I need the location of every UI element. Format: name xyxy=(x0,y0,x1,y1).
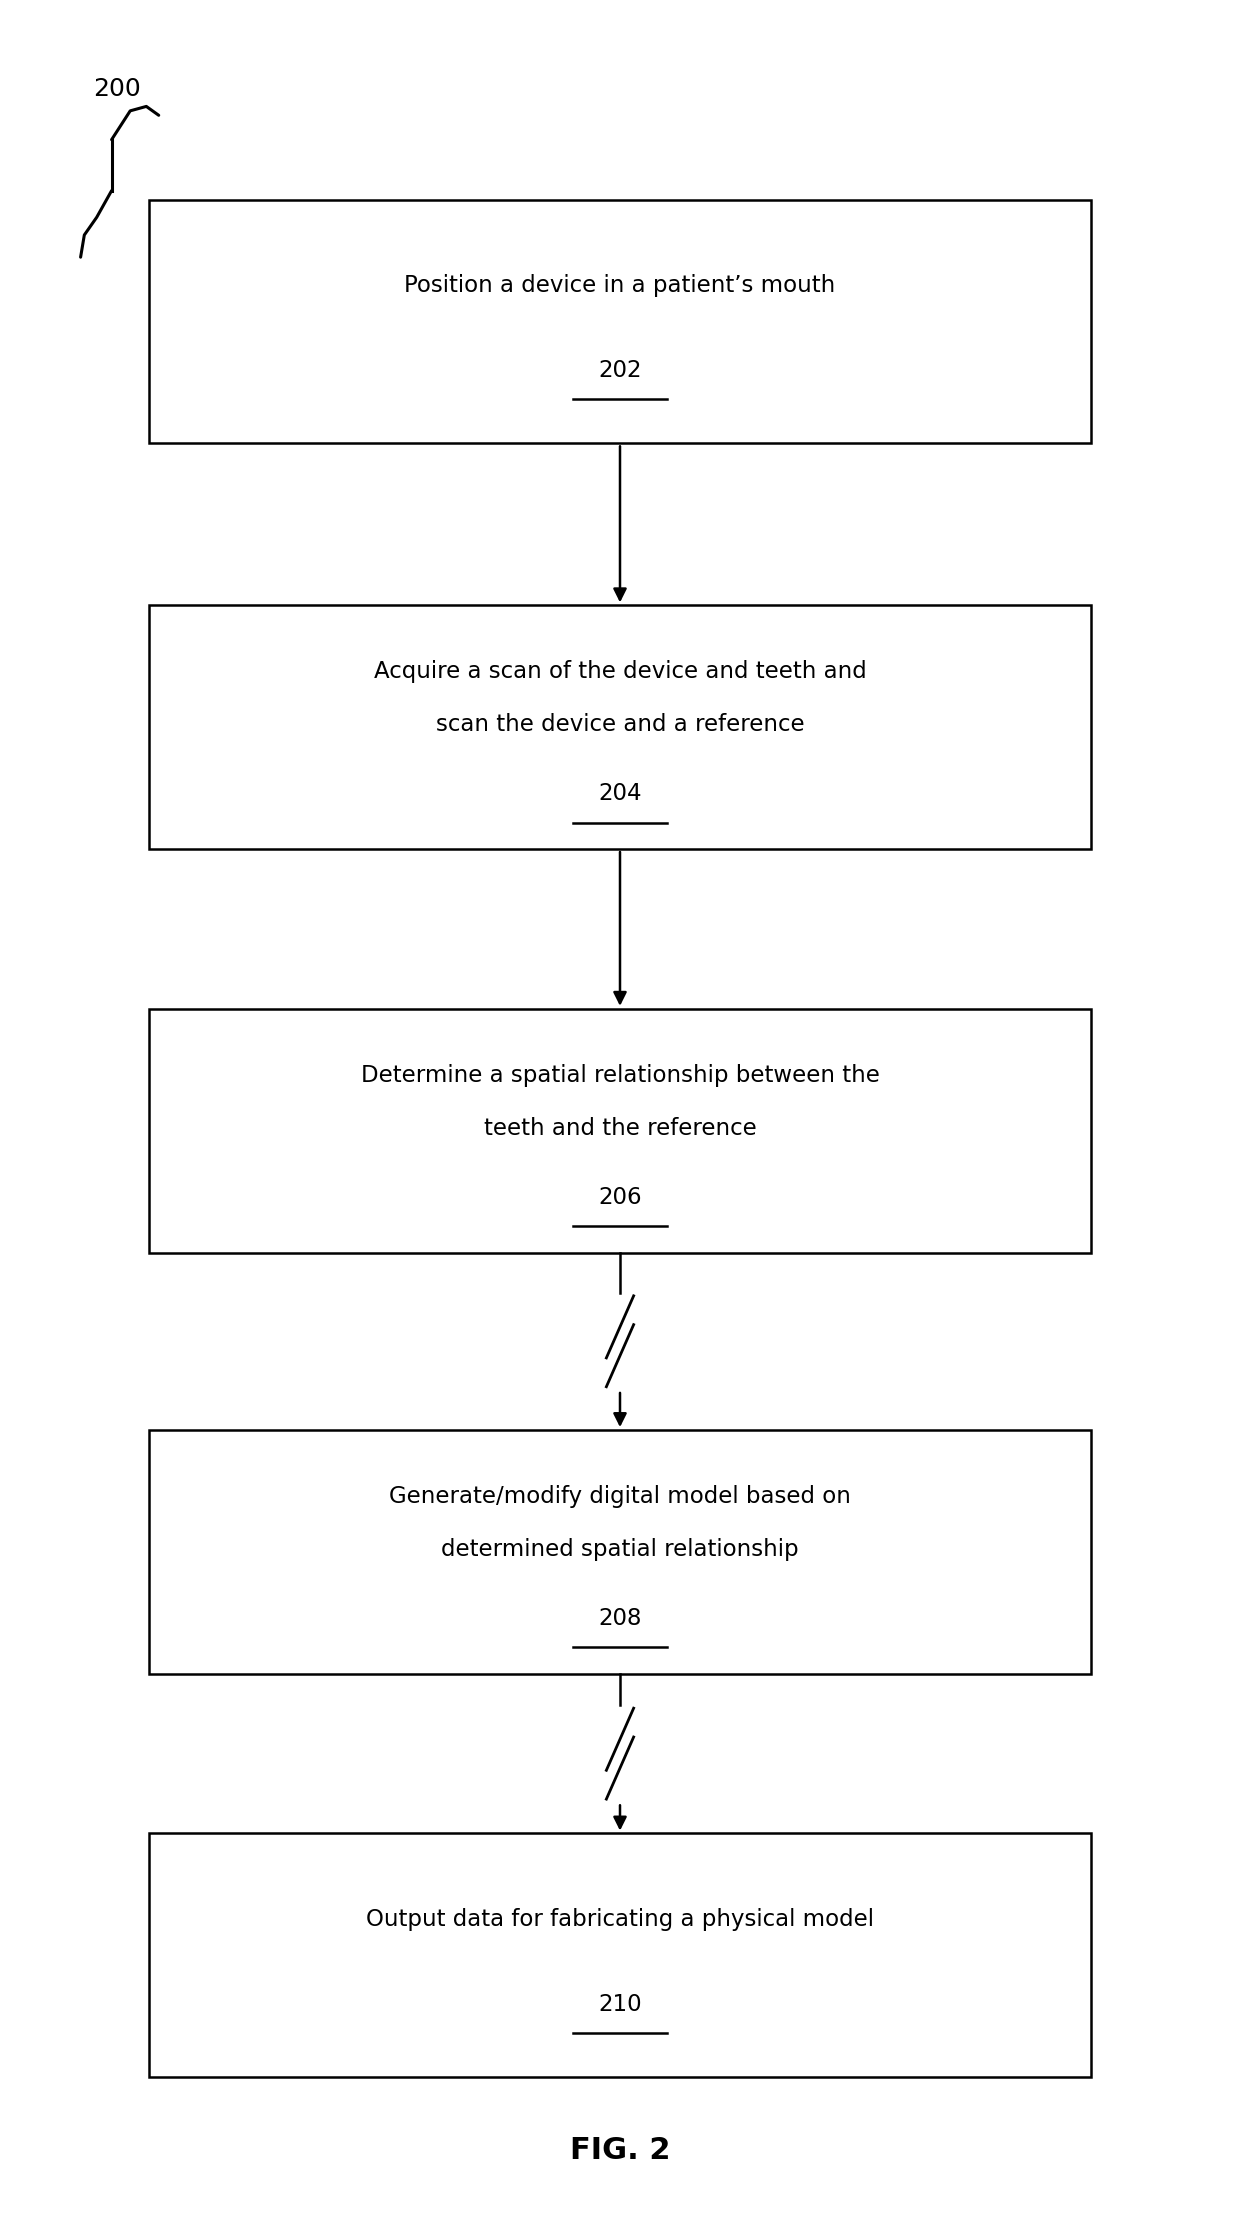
Text: 202: 202 xyxy=(598,359,642,381)
Bar xyxy=(149,1009,1091,1253)
Bar xyxy=(149,1430,1091,1674)
Text: scan the device and a reference: scan the device and a reference xyxy=(435,714,805,736)
Bar xyxy=(149,1833,1091,2077)
Bar xyxy=(149,200,1091,443)
Text: teeth and the reference: teeth and the reference xyxy=(484,1117,756,1140)
Text: 208: 208 xyxy=(598,1607,642,1629)
Text: 204: 204 xyxy=(598,783,642,805)
Text: 210: 210 xyxy=(598,1993,642,2015)
Text: Generate/modify digital model based on: Generate/modify digital model based on xyxy=(389,1485,851,1508)
Text: Acquire a scan of the device and teeth and: Acquire a scan of the device and teeth a… xyxy=(373,661,867,683)
Text: FIG. 2: FIG. 2 xyxy=(569,2135,671,2166)
Text: Determine a spatial relationship between the: Determine a spatial relationship between… xyxy=(361,1064,879,1086)
Text: Output data for fabricating a physical model: Output data for fabricating a physical m… xyxy=(366,1909,874,1931)
Text: 200: 200 xyxy=(93,78,141,100)
Text: 206: 206 xyxy=(598,1186,642,1208)
Text: determined spatial relationship: determined spatial relationship xyxy=(441,1539,799,1561)
Text: Position a device in a patient’s mouth: Position a device in a patient’s mouth xyxy=(404,275,836,297)
Bar xyxy=(149,605,1091,849)
